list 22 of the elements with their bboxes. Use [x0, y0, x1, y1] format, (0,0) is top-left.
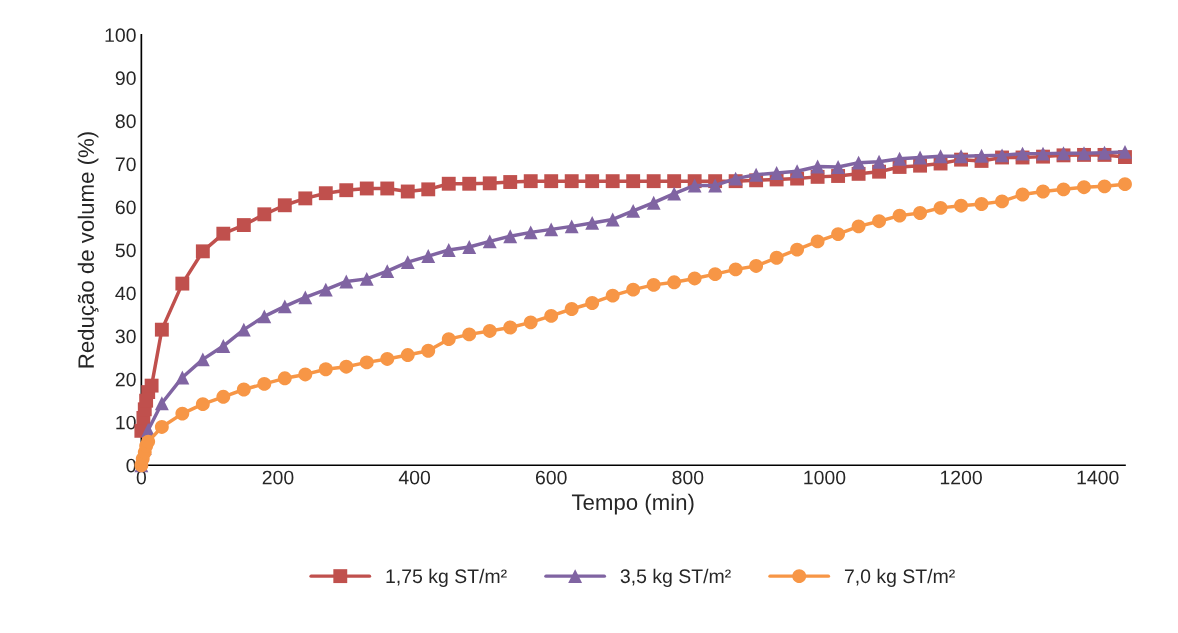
y-tick-label: 50 [115, 243, 136, 258]
y-tick-label: 80 [115, 114, 136, 129]
y-tick-label: 20 [115, 372, 136, 387]
x-tick-label: 800 [672, 470, 704, 485]
y-tick-label: 40 [115, 286, 136, 301]
y-tick-label: 10 [116, 415, 136, 430]
x-tick-label: 1400 [1077, 470, 1119, 485]
y-tick-label: 70 [115, 157, 136, 172]
x-tick-label: 200 [262, 470, 294, 485]
y-tick-label: 100 [105, 28, 136, 43]
y-tick-label: 30 [115, 329, 136, 344]
y-tick-label: 60 [115, 200, 136, 215]
x-tick-label: 400 [398, 470, 431, 485]
legend-label: 7,0 kg ST/m² [844, 568, 955, 587]
y-tick-label: 90 [115, 71, 136, 86]
y-axis-title: Redução de volume (%) [77, 132, 99, 368]
x-tick-label: 1200 [940, 470, 982, 485]
x-axis-title: Tempo (min) [571, 493, 694, 515]
legend-label: 1,75 kg ST/m² [386, 568, 507, 587]
x-tick-label: 600 [535, 470, 567, 485]
x-tick-label: 1000 [804, 470, 846, 485]
legend-label: 3,5 kg ST/m² [620, 568, 731, 587]
